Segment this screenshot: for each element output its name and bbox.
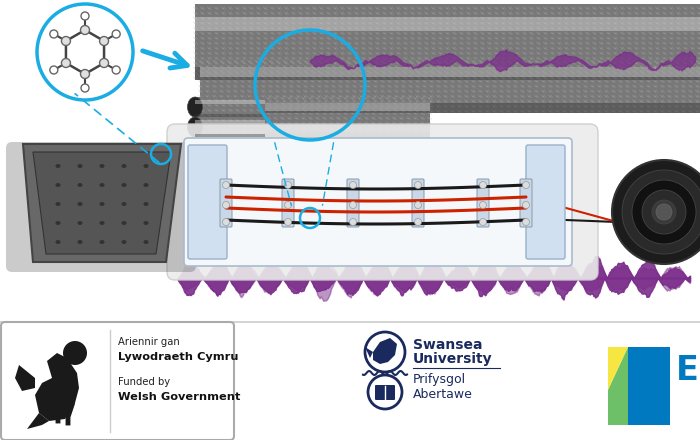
Circle shape [414,181,421,188]
Polygon shape [23,144,181,262]
Text: Ariennir gan: Ariennir gan [118,337,180,347]
FancyBboxPatch shape [195,139,265,142]
Text: Welsh Government: Welsh Government [118,392,240,402]
Circle shape [349,202,356,209]
FancyBboxPatch shape [188,145,227,259]
Ellipse shape [188,117,202,137]
Ellipse shape [78,183,83,187]
Circle shape [480,202,486,209]
Circle shape [632,180,696,244]
FancyBboxPatch shape [195,114,265,117]
Ellipse shape [99,183,104,187]
Text: Funded by: Funded by [118,377,170,387]
FancyBboxPatch shape [375,385,395,400]
Circle shape [284,181,291,188]
Ellipse shape [144,240,148,244]
Ellipse shape [144,221,148,225]
Polygon shape [608,347,628,390]
Ellipse shape [55,202,60,206]
FancyBboxPatch shape [282,179,294,227]
FancyBboxPatch shape [205,103,430,111]
Ellipse shape [78,240,83,244]
Circle shape [223,219,230,225]
FancyBboxPatch shape [0,0,700,322]
Ellipse shape [99,240,104,244]
Circle shape [62,37,71,45]
Circle shape [522,219,529,225]
Circle shape [99,59,108,67]
FancyBboxPatch shape [412,179,424,227]
Polygon shape [35,353,79,421]
Circle shape [414,219,421,225]
Circle shape [522,181,529,188]
FancyBboxPatch shape [200,57,700,113]
Circle shape [284,219,291,225]
FancyBboxPatch shape [195,166,265,169]
FancyBboxPatch shape [167,124,598,280]
FancyBboxPatch shape [520,179,532,227]
Ellipse shape [122,221,127,225]
Circle shape [63,341,87,365]
FancyBboxPatch shape [526,145,565,259]
FancyBboxPatch shape [195,153,265,169]
Circle shape [99,37,108,45]
Circle shape [62,59,71,67]
Circle shape [349,181,356,188]
Text: Prifysgol: Prifysgol [413,374,466,386]
FancyBboxPatch shape [195,117,265,137]
Ellipse shape [78,164,83,168]
Circle shape [223,181,230,188]
Ellipse shape [144,183,148,187]
FancyBboxPatch shape [195,133,265,137]
FancyBboxPatch shape [195,121,265,124]
Circle shape [112,66,120,74]
Ellipse shape [144,164,148,168]
Ellipse shape [188,97,202,117]
Circle shape [480,181,486,188]
Ellipse shape [99,164,104,168]
Circle shape [414,202,421,209]
FancyBboxPatch shape [205,96,430,140]
FancyBboxPatch shape [195,4,700,80]
Circle shape [522,202,529,209]
FancyBboxPatch shape [6,142,196,272]
Ellipse shape [78,202,83,206]
FancyBboxPatch shape [1,322,234,440]
Polygon shape [365,347,373,358]
FancyBboxPatch shape [195,17,700,31]
Circle shape [480,219,486,225]
FancyBboxPatch shape [195,151,265,154]
Text: Swansea: Swansea [413,338,482,352]
Circle shape [656,204,672,220]
Ellipse shape [55,164,60,168]
Text: Abertawe: Abertawe [413,388,473,400]
Ellipse shape [122,164,127,168]
Ellipse shape [99,221,104,225]
FancyBboxPatch shape [200,66,700,77]
Ellipse shape [122,240,127,244]
FancyBboxPatch shape [195,156,265,158]
Circle shape [81,84,89,92]
Text: ESRI: ESRI [676,354,700,387]
FancyBboxPatch shape [195,67,700,80]
Polygon shape [373,338,397,364]
Polygon shape [27,413,49,429]
FancyBboxPatch shape [477,179,489,227]
Circle shape [642,190,686,234]
Circle shape [223,202,230,209]
Circle shape [37,4,133,100]
Circle shape [50,30,58,38]
FancyBboxPatch shape [220,179,232,227]
Circle shape [652,200,676,224]
Circle shape [80,26,90,34]
Polygon shape [608,347,628,425]
Ellipse shape [99,202,104,206]
Polygon shape [33,152,171,254]
Ellipse shape [122,202,127,206]
FancyBboxPatch shape [195,136,265,154]
Ellipse shape [78,221,83,225]
Circle shape [349,219,356,225]
Text: Lywodraeth Cymru: Lywodraeth Cymru [118,352,239,362]
Circle shape [612,160,700,264]
